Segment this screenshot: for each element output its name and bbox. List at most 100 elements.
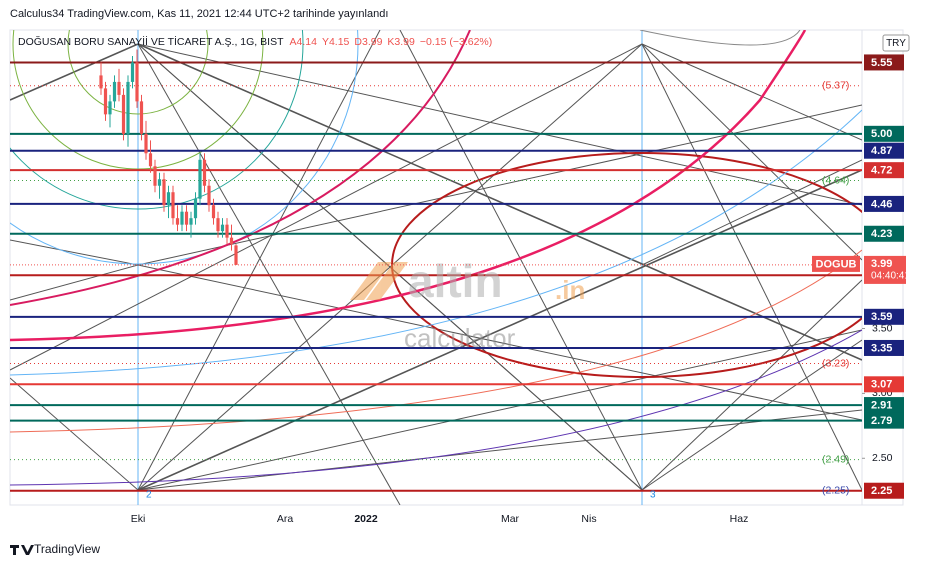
arc: [12, 30, 264, 170]
x-tick-label: Nis: [581, 513, 596, 525]
level-label: 3.07: [871, 379, 892, 391]
footer-logo: [10, 545, 34, 555]
fan-line: [641, 339, 862, 491]
y-tick-label: 3.50: [872, 322, 893, 334]
level-label-box: [864, 225, 904, 242]
fan-line: [10, 377, 139, 491]
level-label-box: [864, 482, 904, 499]
fan-line: [399, 30, 643, 491]
candle-body: [166, 192, 171, 206]
fan-line: [137, 43, 862, 361]
ohlc-value: A4.14: [289, 36, 317, 48]
fan-line: [641, 43, 862, 141]
gann-drawings: [10, 30, 862, 505]
candle-body: [153, 166, 157, 186]
fan-line: [641, 43, 862, 491]
fan-line: [137, 264, 862, 421]
level-label: 4.23: [871, 228, 892, 240]
x-tick-label: 2022: [354, 513, 378, 525]
last-price-label: 3.99: [871, 258, 892, 270]
level-label-box: [864, 142, 904, 159]
fan-line: [137, 43, 643, 491]
candle-body: [193, 198, 198, 219]
arc: [10, 109, 862, 376]
watermark-suffix: .in: [555, 275, 585, 305]
level-label-box: [864, 162, 904, 179]
fan-line: [137, 43, 862, 206]
candle-body: [157, 179, 162, 186]
fan-lines: [10, 30, 862, 505]
x-tick-label: Haz: [730, 513, 749, 525]
ohlc-legend: A4.14 Y4.15 D3.99 K3.99 −0.15 (−3.62%): [289, 36, 492, 48]
candle-body: [198, 159, 202, 199]
fan-line: [137, 169, 862, 491]
level-label-box: [864, 339, 904, 356]
candle-body: [148, 153, 153, 167]
x-tick-label: Ara: [277, 513, 294, 525]
level-label-box: [864, 195, 904, 212]
watermark-main: altin: [408, 255, 503, 307]
currency: TRY: [886, 38, 906, 49]
marker-label: 2: [146, 490, 152, 501]
arc: [10, 30, 359, 265]
level-label: (2.49): [822, 453, 849, 465]
symbol-tag-label: DOGUB: [816, 258, 857, 270]
header: Calculus34 TradingView.com, Kas 11, 2021…: [10, 8, 388, 20]
candle-body: [162, 179, 166, 206]
level-label: (3.23): [822, 357, 849, 369]
x-tick-label: Eki: [131, 513, 146, 525]
candle-body: [211, 205, 216, 219]
candle-body: [207, 185, 211, 206]
candle-body: [216, 218, 220, 232]
candle-body: [108, 101, 112, 115]
level-label-box: [864, 376, 904, 393]
level-label: 4.87: [871, 145, 892, 157]
candle-body: [126, 81, 130, 134]
candle-body: [234, 245, 238, 265]
last-price-box: [864, 255, 906, 284]
level-label: 3.35: [871, 342, 892, 354]
symbol-tag: [812, 255, 860, 272]
candle-body: [229, 237, 234, 245]
symbol: DOĞUSAN BORU SANAYİİ VE TİCARET A.Ş., 1G…: [18, 35, 284, 48]
fan-line: [137, 30, 381, 491]
fan-line: [10, 239, 139, 266]
fan-line: [137, 329, 862, 491]
y-tick-label: 2.50: [872, 452, 893, 464]
candle-body: [180, 211, 184, 225]
level-label: 4.72: [871, 165, 892, 177]
level-label: (5.37): [822, 80, 849, 92]
candle-body: [112, 81, 117, 102]
candle-body: [225, 224, 229, 238]
ohlc-value: K3.99: [387, 36, 415, 48]
level-label: 3.59: [871, 311, 892, 323]
arc: [10, 249, 862, 433]
fan-line: [10, 264, 139, 301]
arc: [639, 30, 801, 46]
fan-line: [641, 159, 862, 266]
level-label: 5.55: [871, 57, 892, 69]
arc: [10, 30, 304, 210]
candle-body: [121, 94, 126, 134]
level-label-box: [864, 125, 904, 142]
footer-brand: TradingView: [34, 542, 100, 556]
fan-line: [137, 104, 862, 266]
candle-body: [171, 192, 175, 219]
candle-body: [99, 75, 103, 89]
level-label: 4.46: [871, 198, 892, 210]
candle-body: [117, 81, 121, 95]
logo: [350, 262, 408, 300]
candle-body: [135, 62, 139, 102]
currency-box: [882, 34, 910, 52]
candle-body: [103, 88, 108, 115]
level-label: 2.91: [871, 399, 892, 411]
watermark-sub: calculator: [404, 323, 516, 353]
ohlc-value: Y4.15: [322, 36, 350, 48]
ohlc-value: D3.99: [354, 36, 382, 48]
candle-body: [202, 159, 207, 186]
level-label: 5.00: [871, 128, 892, 140]
level-label-box: [864, 397, 904, 414]
